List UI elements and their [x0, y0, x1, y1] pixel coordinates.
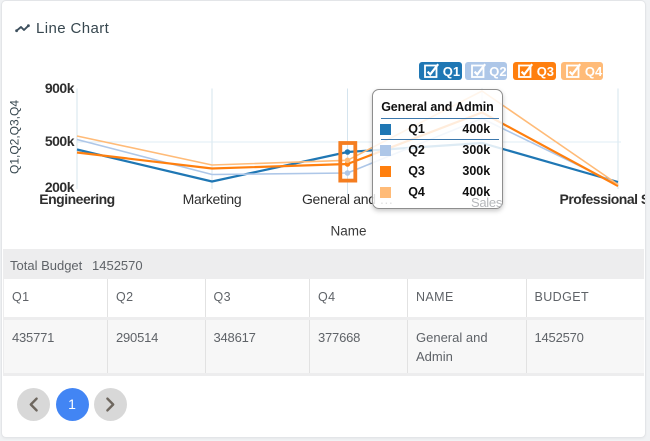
svg-text:General and …: General and … — [302, 191, 393, 207]
svg-text:Professional Servi: Professional Servi — [560, 191, 646, 207]
svg-text:200k: 200k — [45, 179, 75, 195]
svg-text:Q1,Q2,Q3,Q4: Q1,Q2,Q3,Q4 — [8, 100, 22, 174]
svg-text:Engineering: Engineering — [39, 191, 114, 207]
svg-text:Marketing: Marketing — [183, 191, 242, 207]
svg-text:900k: 900k — [45, 80, 75, 96]
svg-text:Name: Name — [330, 224, 366, 239]
svg-text:500k: 500k — [45, 133, 75, 149]
